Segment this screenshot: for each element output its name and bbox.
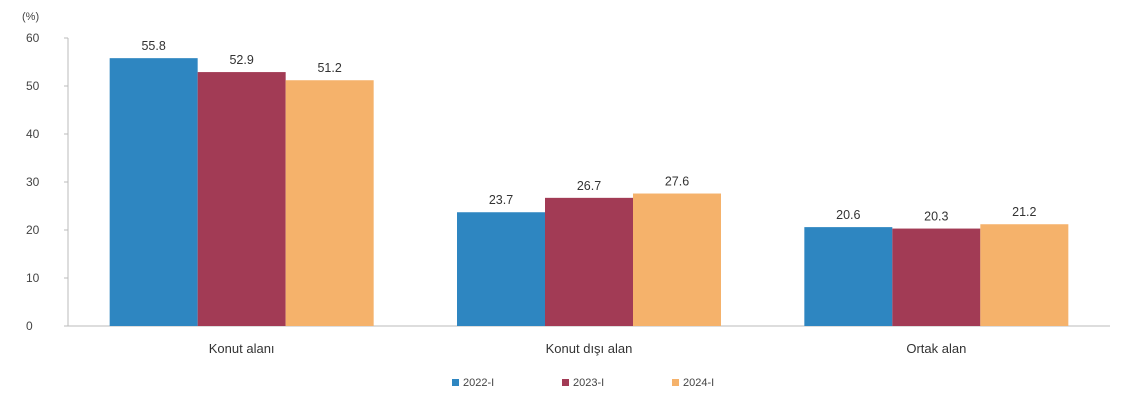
legend-label: 2023-I (573, 377, 604, 389)
legend-label: 2024-I (683, 377, 714, 389)
legend-swatch (562, 379, 569, 386)
category-label: Ortak alan (906, 341, 966, 356)
data-label: 21.2 (1012, 205, 1036, 219)
y-tick-label: 50 (26, 79, 40, 93)
data-label: 52.9 (229, 53, 253, 67)
bar-2023-I-3 (892, 228, 981, 326)
y-tick-label: 20 (26, 223, 40, 237)
legend-swatch (672, 379, 679, 386)
data-label: 55.8 (141, 39, 165, 53)
y-tick-label: 0 (26, 319, 33, 333)
bar-2024-I-3 (980, 224, 1069, 326)
y-tick-label: 60 (26, 31, 40, 45)
y-tick-label: 40 (26, 127, 40, 141)
legend-swatch (452, 379, 459, 386)
bar-2024-I-2 (633, 193, 721, 326)
y-tick-label: 30 (26, 175, 40, 189)
legend: 2022-I 2023-I 2024-I (452, 377, 714, 389)
legend-label: 2022-I (463, 377, 494, 389)
data-label: 20.6 (836, 208, 860, 222)
bar-2022-I-1 (109, 58, 198, 326)
bar-2024-I-1 (285, 80, 374, 327)
bar-2023-I-2 (545, 197, 633, 326)
data-label: 26.7 (577, 179, 601, 193)
bar-2022-I-2 (457, 212, 545, 326)
data-label: 20.3 (924, 210, 948, 224)
category-label: Konut alanı (209, 341, 275, 356)
bar-2022-I-3 (804, 227, 893, 326)
bar-2023-I-1 (197, 72, 286, 326)
y-axis-ticks: 0 10 20 30 40 50 60 (26, 31, 68, 333)
data-labels-group: 55.8 52.9 51.2 23.7 26.7 27.6 20.6 20.3 21.2 (141, 39, 1036, 223)
category-label: Konut dışı alan (546, 341, 633, 356)
data-label: 23.7 (489, 193, 513, 207)
bar-series-group (109, 58, 1069, 327)
data-label: 51.2 (317, 61, 341, 75)
y-axis-unit-label: (%) (22, 11, 39, 23)
y-tick-label: 10 (26, 271, 40, 285)
data-label: 27.6 (665, 175, 689, 189)
category-labels-group: Konut alanı Konut dışı alan Ortak alan (209, 341, 967, 356)
